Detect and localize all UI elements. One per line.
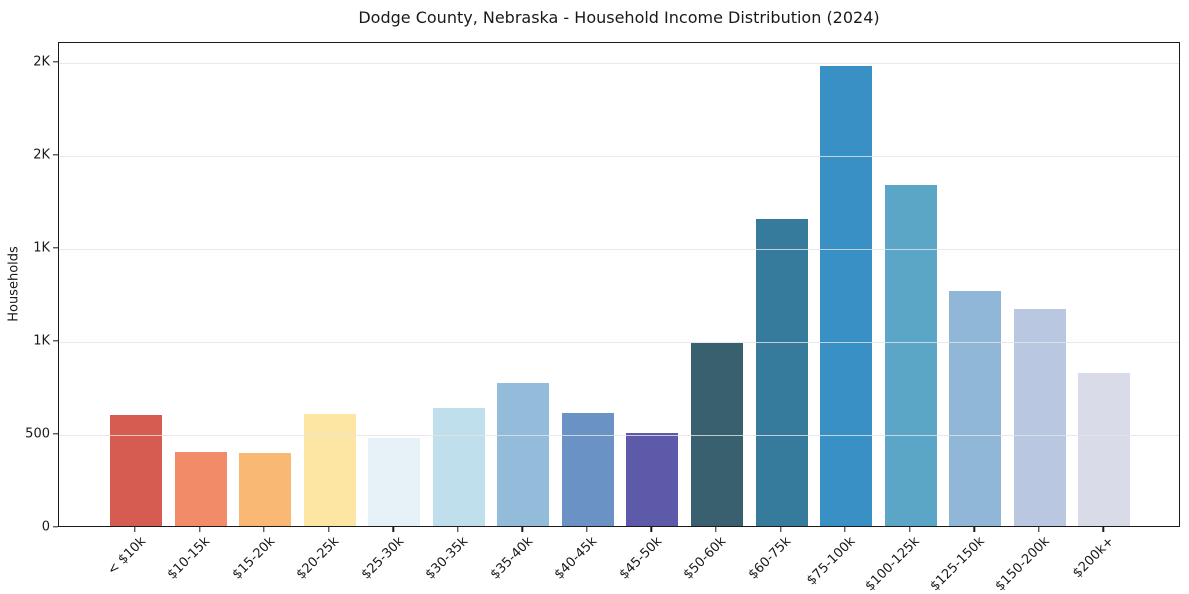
y-gridline-2500	[59, 62, 1179, 64]
y-tick-label-1500: 1K	[33, 240, 50, 256]
bar-35-40k	[497, 382, 550, 526]
x-tick-label-20-25k: $20-25k	[293, 534, 343, 583]
bar-40-45k	[561, 413, 614, 526]
bar-50-60k	[690, 342, 743, 526]
x-tick-mark	[779, 527, 782, 532]
x-tick-label-10k: < $10k	[104, 534, 149, 579]
x-tick-label-75-100k: $75-100k	[804, 534, 859, 589]
chart-title: Dodge County, Nebraska - Household Incom…	[358, 8, 880, 27]
bar-20-25k	[303, 414, 356, 526]
x-tick-label-40-45k: $40-45k	[551, 534, 601, 583]
x-tick-mark	[457, 527, 459, 532]
x-tick-mark	[715, 527, 717, 532]
x-tick-mark	[1037, 527, 1040, 532]
x-tick-label-45-50k: $45-50k	[616, 534, 666, 583]
x-tick-mark	[198, 527, 201, 532]
y-tick-label-2000: 2K	[33, 147, 50, 163]
y-gridline-500	[59, 434, 1179, 436]
y-tick-mark	[53, 526, 58, 528]
x-tick-mark	[650, 527, 653, 532]
bar-60-75k	[755, 218, 808, 526]
x-tick-label-60-75k: $60-75k	[745, 534, 795, 583]
x-tick-mark	[844, 527, 846, 532]
bar-45-50k	[626, 432, 679, 526]
plot-area	[58, 42, 1180, 527]
bar-150-200k	[1013, 309, 1066, 526]
x-tick-mark	[327, 527, 330, 532]
x-tick-label-150-200k: $150-200k	[992, 534, 1053, 594]
x-tick-mark	[134, 527, 136, 532]
x-tick-label-125-150k: $125-150k	[927, 534, 988, 594]
x-tick-mark	[263, 527, 265, 532]
bar-125-150k	[949, 291, 1002, 526]
bar-100-125k	[884, 185, 937, 526]
x-tick-mark	[1102, 527, 1104, 532]
y-gridline-1500	[59, 248, 1179, 250]
x-tick-mark	[521, 527, 523, 532]
x-tick-mark	[586, 527, 588, 532]
bar-30-35k	[432, 407, 485, 526]
bar-75-100k	[820, 66, 873, 526]
y-gridline-2000	[59, 155, 1179, 157]
x-tick-mark	[908, 527, 911, 532]
y-tick-label-2500: 2K	[33, 54, 50, 70]
bar-10-15k	[174, 451, 227, 526]
bar-15-20k	[239, 453, 292, 526]
x-tick-label-25-30k: $25-30k	[358, 534, 407, 583]
y-tick-mark	[53, 433, 58, 435]
bar-10k	[110, 415, 162, 526]
x-tick-label-15-20k: $15-20k	[229, 534, 278, 583]
y-tick-mark	[53, 340, 58, 342]
x-tick-mark	[973, 527, 975, 532]
x-tick-label-50-60k: $50-60k	[681, 534, 730, 583]
y-tick-mark	[53, 247, 58, 249]
bar-25-30k	[368, 437, 421, 526]
y-gridline-1000	[59, 341, 1179, 343]
y-tick-label-1000: 1K	[33, 333, 50, 349]
y-tick-mark	[53, 153, 58, 156]
y-tick-mark	[53, 60, 58, 63]
x-tick-label-10-15k: $10-15k	[164, 534, 214, 583]
x-tick-label-200k: $200k+	[1069, 534, 1117, 582]
x-tick-label-35-40k: $35-40k	[487, 534, 536, 583]
x-tick-mark	[392, 527, 394, 532]
bar-200k	[1078, 373, 1131, 526]
y-tick-label-0: 0	[41, 519, 50, 535]
y-axis-label: Households	[6, 246, 22, 322]
y-tick-label-500: 500	[25, 426, 50, 442]
x-tick-label-100-125k: $100-125k	[863, 534, 924, 594]
x-tick-label-30-35k: $30-35k	[422, 534, 472, 583]
